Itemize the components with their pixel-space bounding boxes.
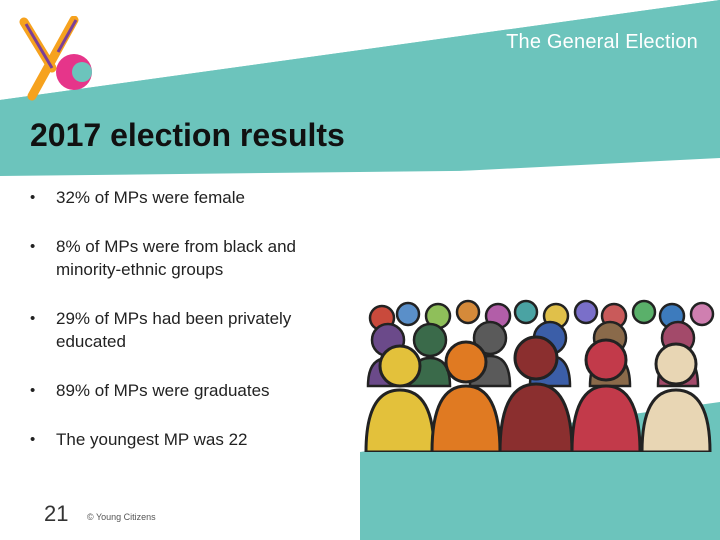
bullet-text: 29% of MPs had been privately educated	[56, 309, 292, 351]
bullet-dot-icon: •	[30, 238, 36, 255]
crowd-illustration-icon	[364, 299, 715, 452]
bullet-dot-icon: •	[30, 382, 36, 399]
bullet-item: • 29% of MPs had been privately educated	[30, 307, 360, 353]
deck-title: The General Election	[506, 31, 698, 53]
bullet-dot-icon: •	[30, 189, 36, 206]
bullet-text: 8% of MPs were from black and minority-e…	[56, 237, 296, 279]
bullet-item: • 8% of MPs were from black and minority…	[30, 235, 360, 281]
bullet-text: 32% of MPs were female	[56, 188, 245, 207]
page-number: 21	[44, 501, 69, 526]
bullet-dot-icon: •	[30, 310, 36, 327]
young-citizens-logo-icon	[19, 16, 92, 101]
bullet-list: • 32% of MPs were female • 8% of MPs wer…	[30, 186, 360, 451]
bullet-text: 89% of MPs were graduates	[56, 381, 270, 400]
bullet-item: • 89% of MPs were graduates	[30, 379, 360, 402]
bullet-dot-icon: •	[30, 431, 36, 448]
bullet-item: • The youngest MP was 22	[30, 428, 360, 451]
copyright-text: © Young Citizens	[87, 512, 156, 522]
bullet-text: The youngest MP was 22	[56, 430, 248, 449]
bullet-item: • 32% of MPs were female	[30, 186, 360, 209]
slide-title: 2017 election results	[30, 117, 345, 153]
